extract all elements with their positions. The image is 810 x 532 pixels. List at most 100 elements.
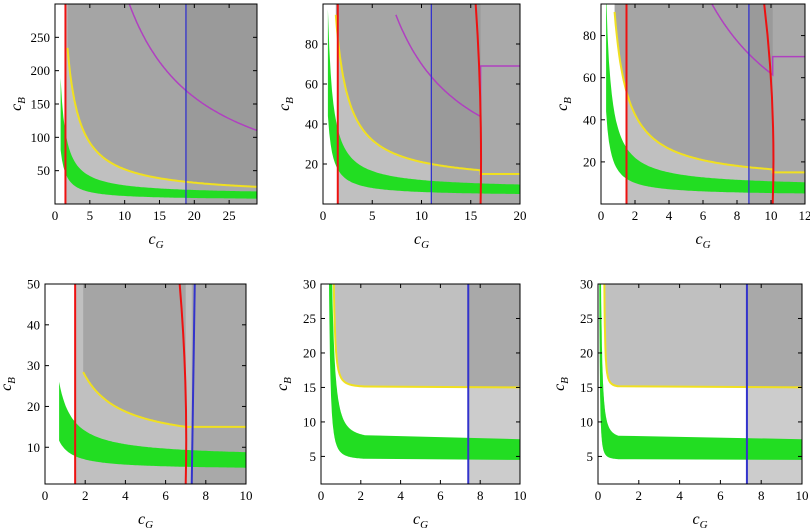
green-band (599, 284, 802, 460)
y-tick-label: 20 (27, 399, 40, 414)
x-tick-label: 0 (598, 208, 605, 223)
magenta-boundary-line (128, 4, 257, 132)
green-band (60, 78, 257, 199)
y-axis-label: cB (276, 97, 296, 111)
yellow-boundary-line (82, 371, 246, 428)
y-tick-label: 40 (27, 317, 40, 332)
x-axis-label: cG (414, 231, 429, 251)
y-axis-label: cB (551, 377, 571, 391)
x-tick-label: 10 (765, 208, 778, 223)
x-tick-label: 0 (42, 488, 49, 503)
x-tick-label: 12 (799, 208, 810, 223)
panel-bottom-right (598, 284, 802, 484)
x-tick-label: 6 (437, 488, 444, 503)
red-boundary-curve (178, 284, 188, 484)
y-tick-label: 30 (580, 277, 593, 292)
y-tick-label: 40 (583, 112, 596, 127)
green-band (329, 284, 520, 460)
x-axis-label: cG (148, 231, 163, 251)
excluded-region (335, 4, 481, 171)
y-axis-label: cB (8, 97, 28, 111)
yellow-boundary-line (66, 47, 257, 188)
allowed-region (603, 284, 802, 388)
x-tick-label: 10 (118, 208, 131, 223)
excluded-region (614, 4, 773, 170)
y-tick-label: 200 (31, 63, 51, 78)
x-tick-label: 6 (717, 488, 724, 503)
x-tick-label: 10 (415, 208, 428, 223)
y-tick-label: 80 (583, 28, 596, 43)
y-tick-label: 15 (303, 380, 316, 395)
magenta-boundary-line (711, 4, 805, 77)
y-tick-label: 250 (31, 30, 51, 45)
plot-frame (597, 283, 803, 485)
y-tick-label: 25 (303, 311, 316, 326)
blue-excluded-region (185, 4, 257, 204)
y-tick-label: 20 (303, 345, 316, 360)
y-tick-label: 15 (580, 380, 593, 395)
x-tick-label: 8 (203, 488, 210, 503)
y-tick-label: 50 (27, 277, 40, 292)
y-tick-label: 10 (27, 440, 40, 455)
panel-top-middle (323, 4, 520, 204)
y-tick-label: 5 (310, 449, 317, 464)
y-tick-label: 100 (31, 130, 51, 145)
x-axis-label: cG (138, 511, 153, 531)
y-tick-label: 20 (583, 154, 596, 169)
x-tick-label: 2 (358, 488, 365, 503)
y-tick-label: 150 (31, 97, 51, 112)
x-axis-label: cG (413, 511, 428, 531)
x-tick-label: 10 (796, 488, 809, 503)
x-tick-label: 2 (632, 208, 639, 223)
x-tick-label: 8 (477, 488, 484, 503)
x-tick-label: 8 (758, 488, 765, 503)
y-tick-label: 20 (580, 345, 593, 360)
yellow-boundary-line (332, 284, 520, 389)
x-tick-label: 0 (52, 208, 59, 223)
y-axis-label: cB (274, 377, 294, 391)
panel-bottom-left (45, 284, 246, 484)
x-tick-label: 20 (514, 208, 527, 223)
plot-frame (320, 283, 521, 485)
y-tick-label: 25 (580, 311, 593, 326)
y-tick-label: 5 (587, 449, 594, 464)
x-tick-label: 15 (464, 208, 477, 223)
yellow-boundary-line (334, 14, 520, 175)
x-axis-label: cG (692, 511, 707, 531)
red-boundary-curve (474, 4, 483, 204)
y-tick-label: 80 (305, 37, 318, 52)
x-tick-label: 20 (188, 208, 201, 223)
x-tick-label: 2 (82, 488, 89, 503)
plot-frame (44, 283, 247, 485)
x-tick-label: 4 (676, 488, 683, 503)
red-boundary-curve (763, 4, 775, 204)
excluded-region (67, 4, 257, 187)
blue-excluded-region (748, 4, 805, 204)
x-tick-label: 4 (122, 488, 129, 503)
x-tick-label: 5 (369, 208, 376, 223)
x-tick-label: 8 (734, 208, 741, 223)
x-tick-label: 2 (636, 488, 643, 503)
panel-top-left (55, 4, 257, 204)
x-tick-label: 10 (240, 488, 253, 503)
x-tick-label: 4 (666, 208, 673, 223)
x-tick-label: 4 (397, 488, 404, 503)
y-tick-label: 20 (305, 157, 318, 172)
x-tick-label: 25 (223, 208, 236, 223)
x-tick-label: 5 (87, 208, 94, 223)
x-tick-label: 15 (153, 208, 166, 223)
y-tick-label: 10 (303, 414, 316, 429)
y-tick-label: 60 (305, 77, 318, 92)
y-tick-label: 30 (303, 277, 316, 292)
y-axis-label: cB (0, 377, 18, 391)
y-tick-label: 60 (583, 70, 596, 85)
panel-bottom-middle (321, 284, 520, 484)
x-tick-label: 10 (514, 488, 527, 503)
x-axis-label: cG (695, 231, 710, 251)
x-tick-label: 0 (318, 488, 325, 503)
x-tick-label: 0 (320, 208, 327, 223)
x-tick-label: 6 (700, 208, 707, 223)
magenta-boundary-line (395, 14, 520, 118)
blue-boundary-line (190, 284, 196, 484)
